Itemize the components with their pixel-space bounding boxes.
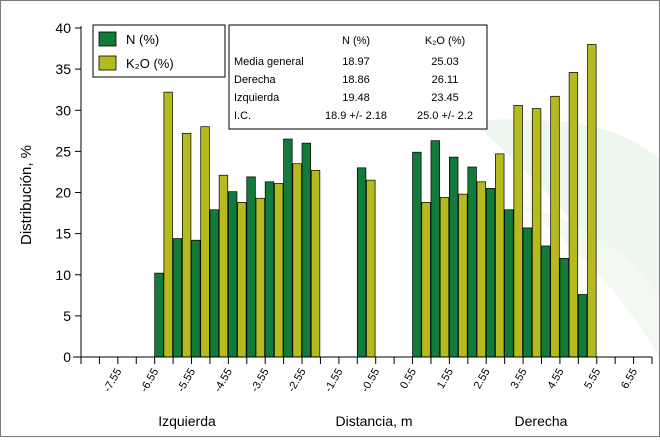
bar — [513, 104, 523, 358]
legend-label-n: N (%) — [126, 32, 159, 47]
bar — [200, 126, 210, 358]
bar — [550, 95, 560, 358]
stats-row-n: 18.9 +/- 2.18 — [325, 110, 387, 122]
bar — [531, 108, 542, 358]
x-tick-label: 4.55 — [545, 367, 566, 392]
bar — [301, 142, 311, 358]
x-tick-label: -3.55 — [249, 367, 272, 395]
x-tick-label: 3.55 — [509, 367, 530, 392]
bar — [218, 174, 229, 358]
bar — [255, 197, 265, 358]
bar — [310, 169, 321, 358]
x-tick-label: 0.55 — [398, 367, 419, 392]
bar — [412, 151, 422, 358]
bar — [439, 197, 450, 358]
x-tick-label: 1.55 — [435, 367, 456, 392]
y-tick-label: 10 — [55, 267, 71, 283]
bar — [172, 238, 183, 358]
x-axis-title: Distancia, m — [335, 413, 412, 429]
stats-row-k2o: 23.45 — [431, 92, 459, 104]
stats-row-k2o: 25.03 — [431, 56, 459, 68]
stats-header-k2o: K₂O (%) — [425, 35, 465, 47]
x-tick-label: -7.55 — [101, 367, 124, 395]
stats-row-label: Izquierda — [234, 92, 280, 104]
x-tick-label: -1.55 — [323, 367, 346, 395]
bar — [522, 227, 533, 358]
y-tick-label: 20 — [55, 185, 71, 201]
stats-row-k2o: 25.0 +/- 2.2 — [417, 110, 473, 122]
stats-header-n: N (%) — [342, 35, 370, 47]
stats-row-label: Derecha — [234, 74, 276, 86]
bar — [228, 191, 238, 358]
stats-table: N (%) K₂O (%) Media general 18.97 25.03 … — [228, 24, 488, 130]
bar — [366, 179, 376, 358]
bar — [577, 294, 588, 358]
x-tick-label: 2.55 — [472, 367, 493, 392]
bars — [154, 44, 597, 358]
y-tick-label: 15 — [55, 226, 71, 242]
stats-row-n: 19.48 — [342, 92, 370, 104]
x-tick-label: 6.55 — [619, 367, 640, 392]
bar — [356, 167, 367, 358]
legend-swatch-k2o — [98, 55, 117, 71]
y-axis-title: Distribución, % — [18, 145, 35, 245]
stats-row-n: 18.97 — [342, 56, 370, 68]
legend-swatch-n — [98, 31, 117, 47]
x-side-label-left: Izquierda — [158, 413, 216, 429]
bar — [264, 181, 275, 358]
y-tick-label: 0 — [63, 349, 71, 365]
bar — [181, 132, 192, 358]
bar — [485, 188, 496, 358]
bar — [541, 245, 551, 358]
bar — [237, 202, 247, 358]
y-tick-label: 5 — [63, 308, 71, 324]
y-tick-label: 35 — [55, 61, 71, 77]
x-tick-label: 5.55 — [582, 367, 603, 392]
stats-row-label: I.C. — [234, 110, 251, 122]
x-tick-label: -5.55 — [175, 367, 198, 395]
x-tick-label: -6.55 — [138, 367, 161, 395]
bar — [421, 202, 431, 358]
bar — [246, 176, 256, 358]
bar — [283, 138, 293, 358]
bar — [587, 44, 597, 358]
bar — [163, 91, 173, 358]
bar — [458, 193, 468, 358]
bar — [191, 239, 201, 358]
y-tick-label: 25 — [55, 143, 71, 159]
bar — [430, 140, 440, 358]
bar — [476, 181, 486, 358]
bar — [274, 183, 284, 358]
y-tick-label: 40 — [55, 20, 71, 36]
legend-label-k2o: K₂O (%) — [126, 56, 174, 71]
bar — [154, 272, 164, 358]
bar — [495, 153, 505, 358]
x-tick-label: -0.55 — [359, 367, 382, 395]
bar — [559, 257, 569, 358]
bar — [568, 72, 579, 358]
stats-row-k2o: 26.11 — [432, 74, 459, 86]
bar — [504, 209, 514, 358]
x-tick-label: -2.55 — [286, 367, 309, 395]
x-side-label-right: Derecha — [515, 413, 568, 429]
x-tick-label: -4.55 — [212, 367, 235, 395]
bar — [467, 166, 477, 358]
bar — [292, 163, 302, 358]
legend: N (%) K₂O (%) — [92, 24, 226, 78]
stats-row-label: Media general — [234, 56, 304, 68]
bar — [449, 156, 459, 358]
stats-row-n: 18.86 — [342, 74, 370, 86]
y-tick-label: 30 — [55, 102, 71, 118]
bar — [209, 209, 219, 358]
